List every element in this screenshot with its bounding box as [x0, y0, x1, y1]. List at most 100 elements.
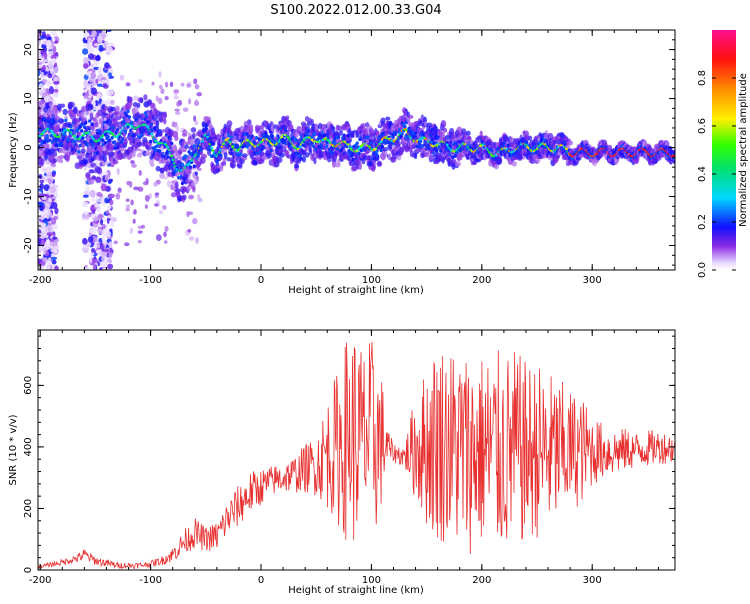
spectrogram-noise-blob	[39, 83, 44, 91]
spectrogram-blob	[348, 137, 352, 143]
spectrogram-noise-blob	[54, 66, 58, 73]
spectrogram-noise-blob	[109, 252, 113, 258]
spectrogram-blob	[69, 102, 75, 108]
spectrogram-blob	[64, 119, 67, 123]
spectrogram-blob	[435, 149, 438, 153]
spectrogram-noise-blob	[91, 248, 95, 253]
spectrogram-blob	[96, 151, 99, 155]
spectrogram-blob	[175, 182, 179, 189]
spectrogram-blob	[401, 132, 404, 136]
y-tick-label: -10	[23, 188, 34, 204]
spectrogram-blob	[95, 166, 101, 173]
spectrogram-blob	[358, 165, 362, 170]
spectrogram-noise-blob	[83, 57, 89, 63]
spectrogram-blob	[101, 112, 106, 119]
spectrogram-blob	[366, 136, 369, 140]
spectrogram-noise-blob	[104, 261, 108, 265]
spectrogram-noise-blob	[55, 85, 59, 89]
spectrogram-noise-blob	[129, 181, 132, 188]
x-tick-label: 200	[472, 275, 491, 286]
spectrogram-noise-blob	[176, 125, 179, 131]
spectrogram-blob	[337, 125, 343, 129]
spectrogram-blob	[191, 185, 195, 189]
spectrogram-noise-blob	[53, 246, 59, 250]
spectrogram-noise-blob	[176, 101, 180, 106]
spectrogram-peak	[211, 149, 214, 151]
spectrogram-noise-blob	[95, 199, 102, 202]
spectrogram-noise-blob	[90, 72, 96, 79]
spectrogram-blob	[511, 161, 516, 166]
spectrogram-noise-blob	[82, 245, 88, 248]
spectrogram-blob	[279, 153, 285, 158]
spectrogram-noise-blob	[126, 199, 130, 203]
spectrogram-noise-blob	[39, 180, 44, 183]
spectrogram-noise-blob	[172, 121, 175, 127]
spectrogram-noise-blob	[155, 192, 159, 195]
spectrogram-noise-blob	[115, 193, 120, 200]
spectrogram-blob	[77, 132, 81, 136]
spectrogram-blob	[384, 151, 387, 155]
spectrogram-blob	[276, 157, 282, 163]
spectrogram-noise-blob	[130, 160, 135, 164]
spectrogram-noise-blob	[165, 82, 168, 88]
spectrogram-noise-blob	[159, 210, 163, 214]
x-tick-label: -100	[139, 275, 162, 286]
spectrogram-noise-blob	[188, 132, 191, 136]
spectrogram-blob	[90, 105, 94, 110]
spectrogram-blob	[419, 139, 422, 143]
spectrogram-noise-blob	[50, 31, 57, 35]
spectrogram-noise-blob	[38, 222, 42, 228]
spectrogram-blob	[182, 195, 186, 201]
spectrogram-blob	[53, 158, 57, 163]
spectrogram-noise-blob	[94, 203, 99, 207]
y-tick-label: 10	[23, 92, 34, 105]
spectrogram-blob	[124, 130, 127, 134]
spectrogram-blob	[201, 154, 207, 159]
spectrogram-noise-blob	[167, 181, 171, 188]
spectrogram-blob	[174, 136, 178, 141]
spectrogram-blob	[48, 108, 53, 116]
spectrogram-blob	[304, 146, 307, 152]
spectrogram-blob	[81, 148, 86, 153]
spectrogram-noise-blob	[45, 203, 50, 211]
x-tick-label: 0	[258, 275, 264, 286]
spectrogram-blob	[634, 159, 639, 164]
spectrogram-blob	[49, 103, 52, 107]
spectrogram-noise-blob	[48, 197, 52, 202]
spectrogram-blob	[294, 164, 299, 168]
spectrogram-noise-blob	[46, 225, 53, 232]
spectrogram-noise-blob	[195, 99, 198, 104]
spectrogram-noise-blob	[49, 242, 56, 247]
spectrogram-noise-blob	[97, 228, 103, 232]
spectrogram-noise-blob	[141, 225, 145, 229]
spectrogram-noise-blob	[91, 198, 95, 202]
spectrogram-noise-blob	[48, 178, 52, 184]
spectrogram-blob	[116, 106, 120, 111]
spectrogram-noise-blob	[107, 264, 113, 270]
spectrogram-noise-blob	[97, 93, 102, 98]
spectrogram-noise-blob	[188, 98, 191, 104]
spectrogram-noise-blob	[84, 186, 89, 192]
spectrogram-blob	[163, 119, 166, 125]
spectrogram-noise-blob	[101, 201, 105, 205]
spectrogram-noise-blob	[195, 84, 200, 89]
spectrogram-blob	[525, 140, 528, 144]
spectrogram-blob	[107, 135, 110, 139]
spectrogram-noise-blob	[88, 236, 93, 243]
spectrogram-blob	[443, 128, 447, 133]
spectrogram-noise-blob	[174, 108, 180, 111]
spectrogram-noise-blob	[164, 96, 168, 100]
spectrogram-noise-blob	[159, 85, 163, 89]
spectrogram-noise-blob	[87, 177, 93, 180]
spectrogram-noise-blob	[105, 249, 109, 252]
spectrogram-peak	[346, 143, 349, 145]
spectrogram-noise-blob	[53, 81, 59, 85]
spectrogram-blob	[58, 118, 64, 123]
spectrogram-y-label: Frequency (Hz)	[8, 112, 19, 188]
spectrogram-blob	[309, 149, 313, 155]
spectrogram-noise-blob	[106, 210, 110, 214]
spectrogram-noise-blob	[46, 264, 50, 270]
spectrogram-blob	[455, 161, 461, 166]
